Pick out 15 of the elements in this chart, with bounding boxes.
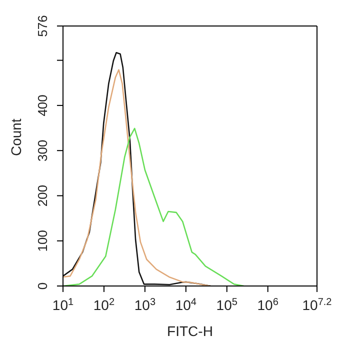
- x-tick-label: 10$^{5}$: [216, 296, 238, 313]
- x-tick-label: 10$^{3}$: [134, 296, 156, 313]
- y-tick-label: 0: [35, 282, 50, 290]
- y-tick-label: 576: [35, 15, 50, 37]
- x-tick-label: 10$^{7.2}$: [302, 296, 332, 313]
- x-axis-title: FITC-H: [167, 323, 213, 339]
- x-tick-label: 10$^{4}$: [175, 296, 197, 313]
- x-tick-label: 10$^{2}$: [93, 296, 115, 313]
- y-tick-label: 300: [35, 140, 50, 162]
- y-axis-title: Count: [8, 118, 24, 156]
- y-tick-label: 200: [35, 184, 50, 207]
- x-tick-label: 10$^{1}$: [52, 296, 74, 313]
- y-tick-label: 400: [35, 94, 50, 116]
- y-tick-label: 100: [35, 230, 50, 252]
- x-tick-label: 10$^{6}$: [257, 296, 279, 313]
